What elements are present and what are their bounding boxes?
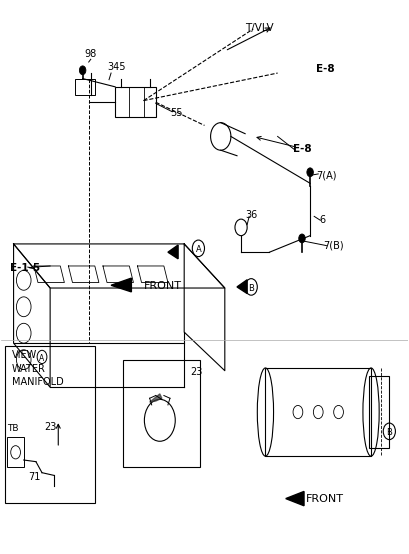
Text: VIEW: VIEW bbox=[11, 350, 37, 360]
Text: 71: 71 bbox=[28, 471, 40, 481]
Text: E-1-5: E-1-5 bbox=[9, 263, 40, 273]
Bar bbox=[115, 87, 156, 117]
Text: 7(B): 7(B) bbox=[324, 240, 344, 250]
Text: E-8: E-8 bbox=[316, 64, 335, 74]
Text: 7(A): 7(A) bbox=[316, 170, 337, 180]
Text: MANIFOLD: MANIFOLD bbox=[11, 377, 63, 387]
Polygon shape bbox=[111, 278, 131, 292]
Text: 23: 23 bbox=[190, 367, 202, 377]
Polygon shape bbox=[150, 394, 162, 402]
Bar bbox=[7, 437, 24, 467]
Text: 345: 345 bbox=[107, 62, 126, 72]
Text: A: A bbox=[39, 354, 45, 363]
Text: FRONT: FRONT bbox=[144, 281, 182, 291]
Polygon shape bbox=[237, 280, 247, 294]
Text: B: B bbox=[248, 284, 254, 293]
Text: TB: TB bbox=[7, 424, 19, 433]
Bar bbox=[265, 368, 371, 456]
Text: E-8: E-8 bbox=[293, 144, 312, 154]
Polygon shape bbox=[168, 245, 178, 259]
Bar bbox=[5, 346, 95, 503]
Polygon shape bbox=[286, 491, 304, 506]
Text: 55: 55 bbox=[170, 108, 182, 119]
Text: B: B bbox=[387, 428, 392, 438]
Bar bbox=[369, 376, 389, 448]
Text: A: A bbox=[196, 245, 201, 254]
Text: 98: 98 bbox=[85, 49, 97, 59]
Text: WATER: WATER bbox=[11, 364, 45, 374]
Text: 23: 23 bbox=[44, 423, 56, 433]
Circle shape bbox=[307, 168, 313, 177]
Circle shape bbox=[299, 234, 305, 243]
Text: 6: 6 bbox=[319, 215, 326, 225]
Bar bbox=[74, 79, 95, 95]
Bar bbox=[123, 360, 200, 467]
Text: T/VLV: T/VLV bbox=[245, 23, 274, 33]
Text: 36: 36 bbox=[245, 210, 257, 220]
Text: FRONT: FRONT bbox=[306, 494, 344, 504]
Circle shape bbox=[79, 66, 86, 75]
